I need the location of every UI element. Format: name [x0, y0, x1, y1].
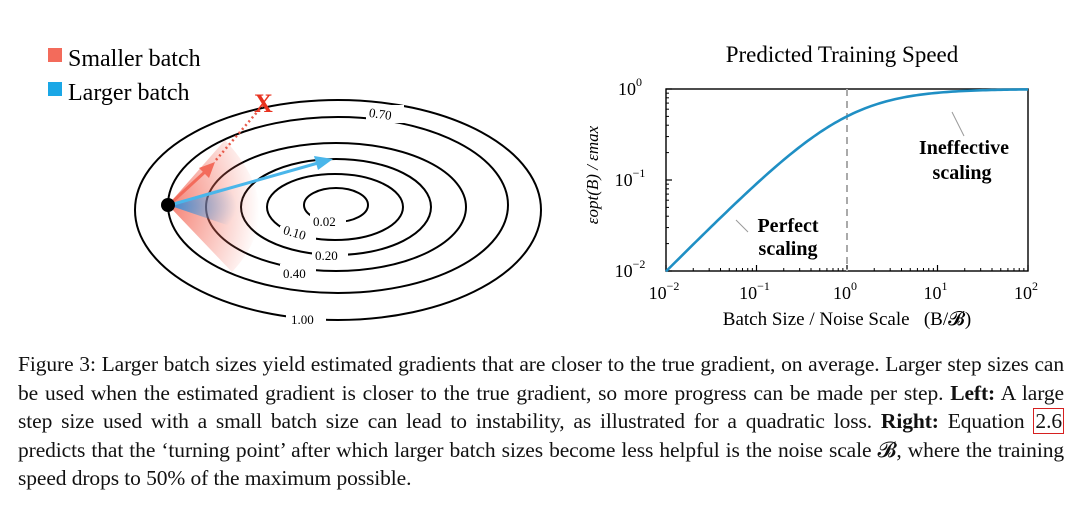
contour-label-0.20: 0.20	[315, 248, 338, 263]
equation-reference-link[interactable]: 2.6	[1033, 408, 1064, 434]
smaller-batch-step	[168, 103, 265, 206]
contour-1.00	[134, 99, 542, 321]
annotation-ineffective-scaling: Ineffective scaling	[919, 111, 1009, 184]
x-tick-label: 100	[833, 279, 857, 303]
legend-label-smaller: Smaller batch	[68, 46, 201, 72]
caption-right-label: Right:	[880, 409, 939, 433]
instability-x-marker: X	[254, 89, 273, 118]
y-tick-label: 10−2	[615, 257, 646, 281]
contour-label-1.00: 1.00	[291, 312, 314, 327]
svg-text:scaling: scaling	[933, 162, 992, 184]
contour-0.10	[266, 173, 404, 241]
svg-text:Perfect: Perfect	[757, 215, 818, 237]
x-axis-label: Batch Size / Noise Scale (B/𝓑)	[723, 309, 971, 330]
training-speed-chart: Predicted Training Speed 10−2 10−1 100 101 1…	[583, 42, 1038, 330]
legend-swatch-larger	[48, 82, 62, 96]
y-tick-label: 10−1	[615, 166, 646, 190]
y-axis-label: εopt(B) / εmax	[583, 125, 602, 224]
legend-swatch-smaller	[48, 48, 62, 62]
contour-label-0.02: 0.02	[313, 214, 336, 229]
contour-label-0.10: 0.10	[282, 222, 308, 243]
left-panel: Smaller batch Larger batch 0.70 0.02 0.1…	[48, 46, 542, 328]
y-tick-label: 100	[618, 75, 642, 99]
start-point	[161, 198, 175, 212]
caption-figure-label: Figure 3:	[18, 352, 96, 376]
legend: Smaller batch Larger batch	[48, 46, 201, 106]
y-axis-ticks: 10−2 10−1 100	[615, 75, 672, 281]
larger-batch-step	[169, 156, 333, 207]
svg-text:Ineffective: Ineffective	[919, 137, 1009, 159]
figure-caption: Figure 3: Larger batch sizes yield estim…	[18, 352, 1064, 490]
x-tick-label: 10−1	[739, 279, 770, 303]
legend-label-larger: Larger batch	[68, 80, 190, 106]
chart-title: Predicted Training Speed	[726, 42, 959, 67]
contour-label-0.70: 0.70	[368, 105, 393, 123]
caption-left-label: Left:	[950, 380, 996, 405]
x-tick-label: 101	[924, 279, 948, 303]
figure-3: Smaller batch Larger batch 0.70 0.02 0.1…	[48, 42, 1038, 330]
x-tick-label: 10−2	[649, 279, 680, 303]
contour-label-group: 0.70 0.02 0.10 0.20 0.40 1.00	[280, 105, 404, 328]
annotation-perfect-scaling: Perfect scaling	[735, 215, 819, 260]
x-tick-label: 102	[1014, 279, 1038, 303]
training-speed-curve	[665, 88, 1029, 273]
larger-batch-cone	[168, 186, 237, 226]
contour-label-0.40: 0.40	[283, 266, 306, 281]
svg-text:scaling: scaling	[759, 238, 818, 260]
